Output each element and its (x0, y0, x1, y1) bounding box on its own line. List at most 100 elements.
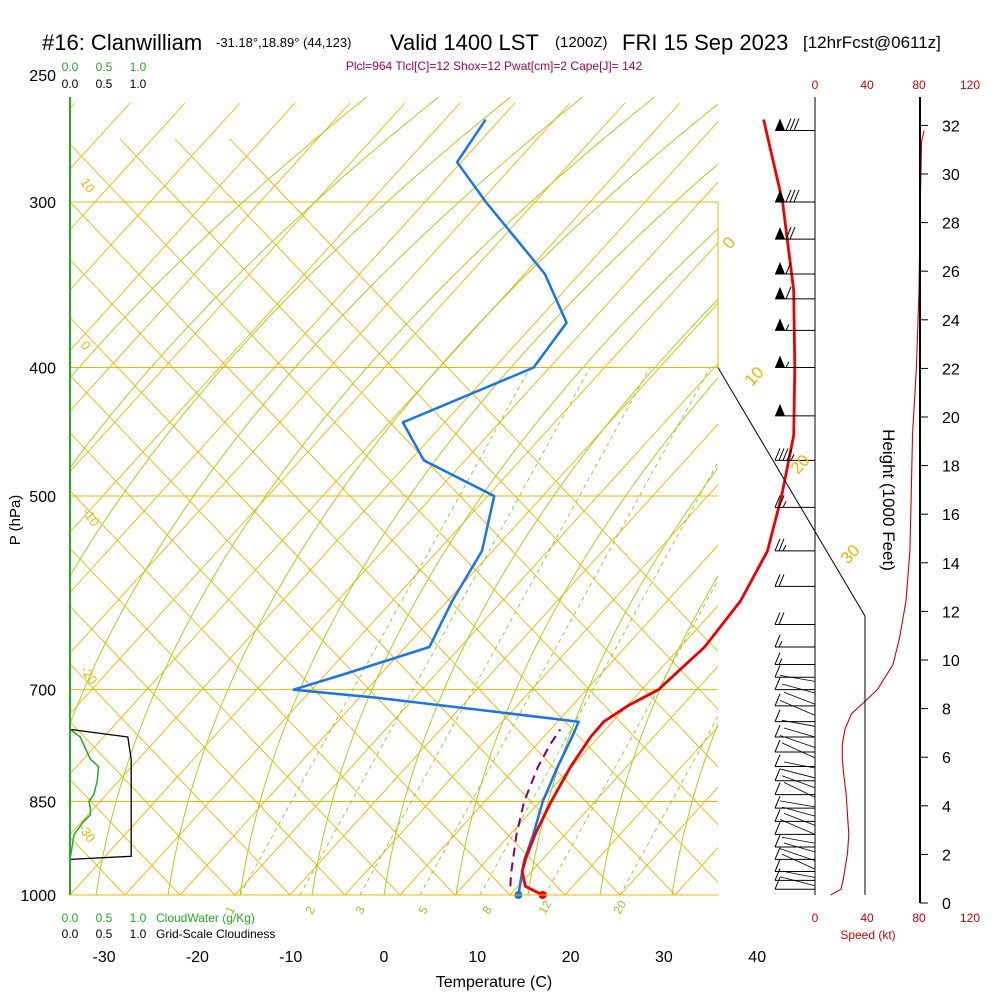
cloudiness-tick-bottom: 0.0 (62, 927, 79, 941)
speed-tick-top: 0 (812, 78, 819, 92)
wind-barb-full (774, 677, 781, 690)
wind-barb-full (778, 448, 785, 461)
pressure-tick-label: 850 (29, 794, 56, 811)
wind-barb-full (774, 634, 781, 648)
isotherm (70, 102, 296, 352)
wind-barb-fan (779, 876, 816, 887)
wind-barb-fan (781, 775, 816, 789)
dry-adiabat-label: 10 (78, 175, 99, 195)
wind-barb (775, 118, 815, 132)
moist-adiabat (70, 97, 439, 469)
wind-barb-full (774, 709, 781, 722)
mixing-ratio-label: 8 (479, 903, 495, 916)
temperature-line (520, 119, 797, 897)
wind-barb (774, 612, 815, 625)
isotherm (289, 423, 718, 895)
speed-tick-bottom: 40 (860, 911, 874, 925)
wind-barb (774, 724, 815, 738)
wind-barb-full (774, 724, 781, 738)
wind-barb (775, 355, 815, 369)
wind-barb-full (774, 693, 781, 707)
stability-indices: Plcl=964 Tlcl[C]=12 Shox=12 Pwat[cm]=2 C… (346, 59, 643, 73)
cloudiness-tick-bottom: 0.5 (96, 927, 113, 941)
wind-barb (774, 768, 815, 782)
isotherm (344, 484, 718, 895)
cloud-water-line (69, 728, 100, 895)
moist-adiabat-label: 0 (719, 233, 739, 253)
wind-barb-full (789, 226, 796, 240)
speed-tick-bottom: 0 (812, 911, 819, 925)
speed-tick-top: 40 (860, 78, 874, 92)
cloudiness-tick-top: 0.5 (96, 77, 113, 91)
x-tick-label: -30 (93, 949, 116, 966)
isotherm (564, 726, 718, 895)
wind-barb-full (774, 847, 781, 860)
wind-barb-fan (779, 818, 816, 835)
cloudiness-tick-top: 1.0 (130, 77, 147, 91)
moist-adiabat (70, 97, 511, 577)
wind-barb (774, 847, 815, 860)
moist-adiabat (95, 97, 655, 895)
wind-barb-fan (781, 683, 816, 694)
dry-adiabat (70, 316, 621, 895)
isotherm (399, 544, 718, 895)
wind-barb-full (774, 768, 781, 781)
wind-barb (774, 448, 815, 461)
height-tick-label: 12 (942, 604, 960, 621)
wind-barb-half (782, 544, 787, 552)
moist-adiabat (671, 722, 718, 895)
wind-barb-pennant (775, 355, 785, 368)
moist-adiabat-label: 10 (741, 363, 768, 390)
wind-barb (774, 495, 815, 508)
x-tick-label: 40 (748, 949, 766, 966)
wind-barb-full (789, 189, 796, 203)
cloudwater-axis-label: CloudWater (g/Kg) (156, 911, 255, 925)
wind-barb-fan (783, 812, 816, 826)
wind-barb-pennant (775, 403, 785, 416)
wind-barb-half (778, 640, 783, 648)
wind-barb-fan (781, 836, 816, 844)
pressure-tick-label: 400 (29, 361, 56, 378)
height-tick-label: 2 (942, 847, 951, 864)
wind-barb (774, 809, 815, 822)
moist-adiabat (70, 97, 583, 726)
dry-adiabat (119, 138, 718, 768)
isotherm (234, 363, 718, 895)
cloudiness-line (69, 728, 132, 861)
wind-barb-full (778, 612, 785, 625)
wind-barb-half (785, 361, 790, 368)
isotherm (70, 102, 516, 594)
wind-barb-full (774, 612, 781, 625)
wind-barb-full (778, 495, 785, 508)
wind-barb-fan (779, 768, 816, 779)
forecast-date: FRI 15 Sep 2023 (622, 30, 788, 55)
wind-barb (774, 795, 815, 809)
wind-barb-half (778, 658, 783, 665)
cloudwater-tick-top: 0.5 (96, 60, 113, 74)
moist-adiabat (239, 163, 718, 895)
height-tick-label: 10 (942, 653, 960, 670)
wind-barb-fan (781, 806, 816, 817)
cloudiness-axis-label: Grid-Scale Cloudiness (156, 927, 275, 941)
wind-barb (774, 877, 815, 890)
wind-barb-full (793, 189, 800, 203)
wind-barb-full (774, 868, 781, 881)
wind-barb-fan (783, 727, 816, 738)
wind-barb-full (774, 795, 781, 809)
moist-adiabat (455, 376, 718, 895)
wind-barb-fan (779, 675, 816, 682)
dry-adiabat (70, 259, 676, 895)
cloudwater-tick-bottom: 0.0 (62, 911, 79, 925)
mixing-ratio-line (419, 367, 711, 895)
wind-barb-full (778, 574, 785, 587)
wind-barb-fan (783, 871, 816, 878)
cloudiness-tick-bottom: 1.0 (130, 927, 147, 941)
wind-barb (774, 754, 815, 768)
wind-barb-pennant (775, 189, 785, 202)
isotherm (70, 102, 571, 654)
wind-barb-fan (781, 853, 816, 870)
dry-adiabat (70, 490, 456, 895)
wind-barb (774, 574, 815, 587)
